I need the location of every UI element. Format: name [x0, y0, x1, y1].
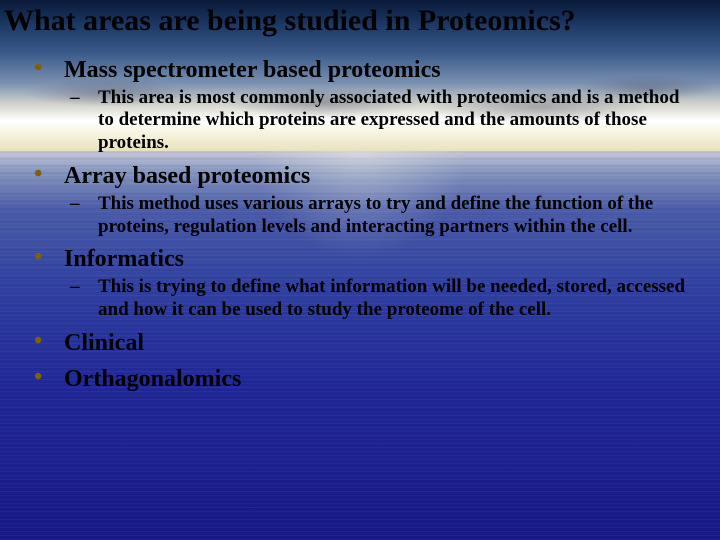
sub-item: This is trying to define what informatio…	[64, 276, 690, 322]
sub-item: This area is most commonly associated wi…	[64, 87, 690, 155]
item-label: Array based proteomics	[64, 161, 690, 191]
list-item: Orthagonalomics	[30, 364, 690, 394]
sub-item-text: This area is most commonly associated wi…	[98, 87, 690, 155]
list-item: Informatics This is trying to define wha…	[30, 244, 690, 322]
bullet-list: Mass spectrometer based proteomics This …	[30, 55, 690, 395]
list-item: Clinical	[30, 328, 690, 358]
slide-title: What areas are being studied in Proteomi…	[0, 0, 720, 39]
list-item: Mass spectrometer based proteomics This …	[30, 55, 690, 155]
sub-item: This method uses various arrays to try a…	[64, 193, 690, 239]
slide-content: What areas are being studied in Proteomi…	[0, 0, 720, 540]
item-label: Clinical	[64, 328, 690, 358]
list-item: Array based proteomics This method uses …	[30, 161, 690, 239]
sub-list: This method uses various arrays to try a…	[64, 193, 690, 239]
slide-body: Mass spectrometer based proteomics This …	[0, 39, 720, 395]
item-label: Mass spectrometer based proteomics	[64, 55, 690, 85]
item-label: Informatics	[64, 244, 690, 274]
sub-list: This area is most commonly associated wi…	[64, 87, 690, 155]
sub-list: This is trying to define what informatio…	[64, 276, 690, 322]
sub-item-text: This method uses various arrays to try a…	[98, 193, 690, 239]
sub-item-text: This is trying to define what informatio…	[98, 276, 690, 322]
item-label: Orthagonalomics	[64, 364, 690, 394]
